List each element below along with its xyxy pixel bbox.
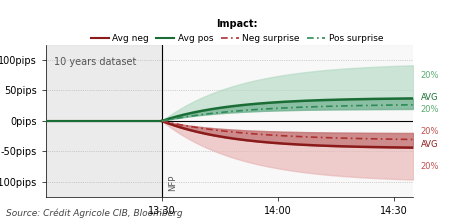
Text: NFP: NFP: [168, 175, 177, 191]
Text: 20%: 20%: [421, 106, 439, 114]
Legend: Avg neg, Avg pos, Neg surprise, Pos surprise: Avg neg, Avg pos, Neg surprise, Pos surp…: [87, 16, 387, 47]
Text: 20%: 20%: [421, 127, 439, 136]
Text: AVG: AVG: [421, 140, 438, 149]
Text: 20%: 20%: [421, 71, 439, 80]
Text: Expected EUR/USD range: Expected EUR/USD range: [6, 13, 213, 28]
Text: 10 years dataset: 10 years dataset: [54, 57, 136, 67]
Text: Source: Crédit Agricole CIB, Bloomberg: Source: Crédit Agricole CIB, Bloomberg: [6, 208, 182, 218]
Text: AVG: AVG: [421, 93, 438, 102]
Bar: [162, 45, 413, 197]
Text: 20%: 20%: [421, 162, 439, 171]
Bar: [46, 45, 162, 197]
